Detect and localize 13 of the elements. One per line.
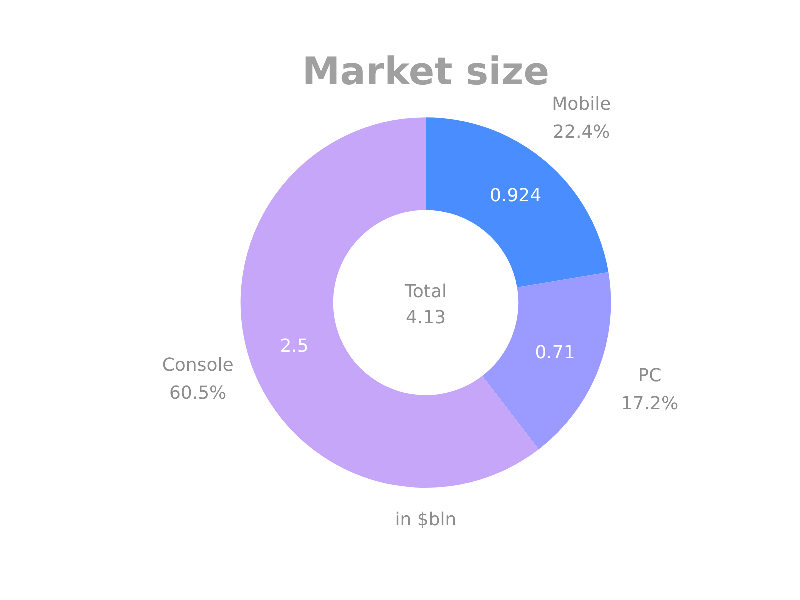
slice-label: Console xyxy=(162,355,234,376)
text: 2.5 xyxy=(280,336,309,358)
slice-label: PC xyxy=(638,366,662,387)
data-label: 22.4% xyxy=(553,122,610,143)
text: 4.13 xyxy=(406,307,446,328)
text: in $bln xyxy=(395,509,457,530)
text: 0.924 xyxy=(490,186,542,207)
text: Total xyxy=(404,281,448,302)
text: 0.71 xyxy=(535,342,576,364)
slice-label: Mobile xyxy=(552,94,612,115)
data-label: 17.2% xyxy=(621,394,679,415)
data-label: 60.5% xyxy=(169,383,227,404)
chart-title: Market size xyxy=(302,50,550,94)
